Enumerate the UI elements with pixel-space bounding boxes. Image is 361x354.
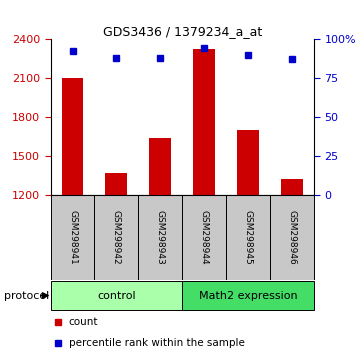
Bar (105, 173, 127, 195)
Text: GSM298945: GSM298945 (244, 210, 253, 264)
Bar (237, 130, 259, 195)
Text: Math2 expression: Math2 expression (199, 291, 297, 301)
Text: percentile rank within the sample: percentile rank within the sample (69, 338, 244, 348)
Text: GSM298943: GSM298943 (156, 210, 165, 264)
Text: protocol: protocol (4, 291, 49, 301)
Bar (193, 49, 215, 195)
Bar (95, 195, 138, 280)
Text: GSM298944: GSM298944 (200, 210, 209, 264)
Bar (138, 195, 182, 280)
Title: GDS3436 / 1379234_a_at: GDS3436 / 1379234_a_at (103, 25, 262, 38)
Bar (51, 195, 95, 280)
Bar (61, 78, 83, 195)
Bar (270, 195, 314, 280)
Bar (51, 281, 182, 310)
Text: count: count (69, 317, 98, 327)
Bar (226, 195, 270, 280)
Bar (182, 281, 314, 310)
Text: control: control (97, 291, 136, 301)
Text: GSM298942: GSM298942 (112, 210, 121, 264)
Bar (182, 195, 226, 280)
Bar (281, 179, 303, 195)
Bar (149, 138, 171, 195)
Text: GSM298946: GSM298946 (288, 210, 297, 264)
Text: GSM298941: GSM298941 (68, 210, 77, 264)
